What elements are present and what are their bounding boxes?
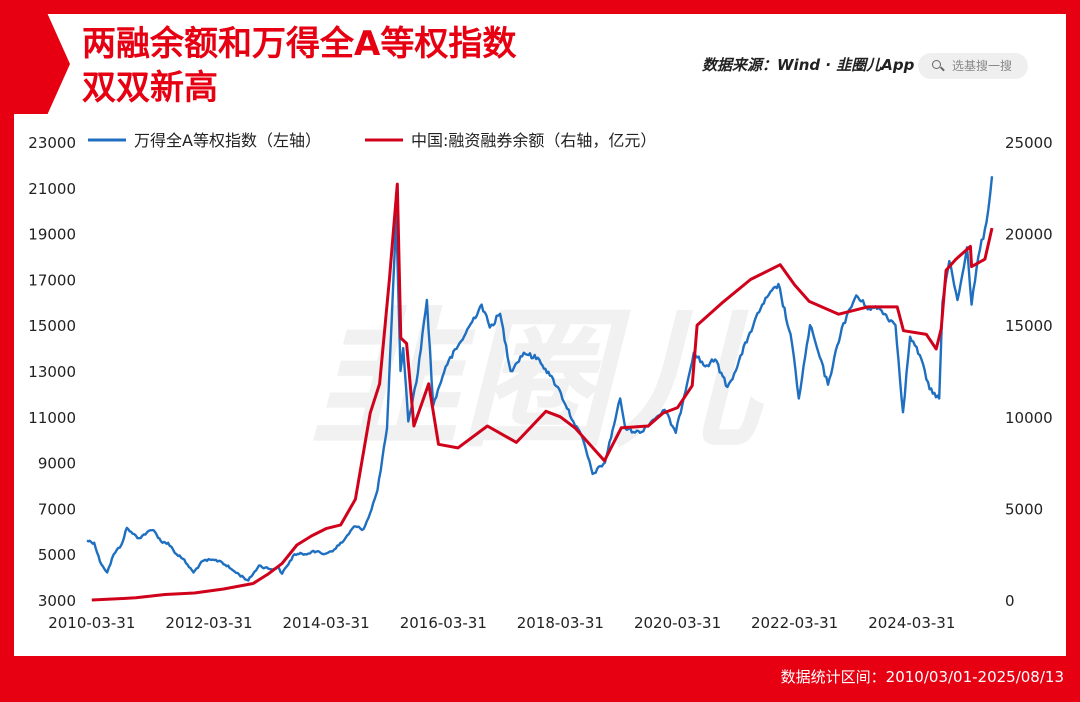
x-tick-label: 2012-03-31 [165,614,252,632]
left-tick-label: 21000 [28,180,76,198]
left-tick-label: 17000 [28,271,76,289]
right-tick-label: 25000 [1005,134,1053,152]
x-tick-label: 2022-03-31 [751,614,838,632]
left-tick-label: 13000 [28,363,76,381]
right-axis: 0 5000 10000 15000 20000 25000 [1005,134,1053,610]
right-tick-label: 15000 [1005,317,1053,335]
right-tick-label: 5000 [1005,500,1043,518]
x-tick-label: 2010-03-31 [48,614,135,632]
legend-label: 万得全A等权指数（左轴） [134,131,321,150]
right-tick-label: 10000 [1005,409,1053,427]
series-line-margin [91,182,994,602]
x-tick-label: 2024-03-31 [868,614,955,632]
legend-label: 中国:融资融券余额（右轴，亿元） [411,131,656,150]
right-tick-label: 0 [1005,592,1015,610]
search-box[interactable]: 选基搜一搜 [918,53,1028,79]
page-title: 两融余额和万得全A等权指数 双双新高 [82,22,516,110]
title-line-1: 两融余额和万得全A等权指数 [82,24,517,64]
search-icon [932,60,941,69]
left-tick-label: 11000 [28,409,76,427]
left-tick-label: 9000 [38,455,76,473]
search-placeholder: 选基搜一搜 [952,59,1013,73]
data-source-label: 数据来源：Wind · 韭圈儿App [702,56,915,74]
left-tick-label: 19000 [28,226,76,244]
x-tick-label: 2016-03-31 [400,614,487,632]
x-tick-label: 2018-03-31 [517,614,604,632]
series-line-index [86,176,994,582]
watermark: 韭圈儿 [310,294,765,468]
chart-card [14,14,1066,656]
title-line-2: 双双新高 [82,68,218,108]
left-axis: 3000 5000 7000 9000 11000 13000 15000 17000 1900… [28,134,76,610]
data-range-footer: 数据统计区间：2010/03/01-2025/08/13 [780,668,1064,686]
left-tick-label: 15000 [28,317,76,335]
legend: 万得全A等权指数（左轴） 中国:融资融券余额（右轴，亿元） [88,131,656,150]
series-group [86,176,994,602]
left-tick-label: 3000 [38,592,76,610]
right-tick-label: 20000 [1005,226,1053,244]
left-tick-label: 7000 [38,500,76,518]
x-axis: 2010-03-31 2012-03-31 2014-03-31 2016-03-31… [48,614,955,632]
left-tick-label: 5000 [38,546,76,564]
left-tick-label: 23000 [28,134,76,152]
x-tick-label: 2014-03-31 [282,614,369,632]
x-tick-label: 2020-03-31 [634,614,721,632]
